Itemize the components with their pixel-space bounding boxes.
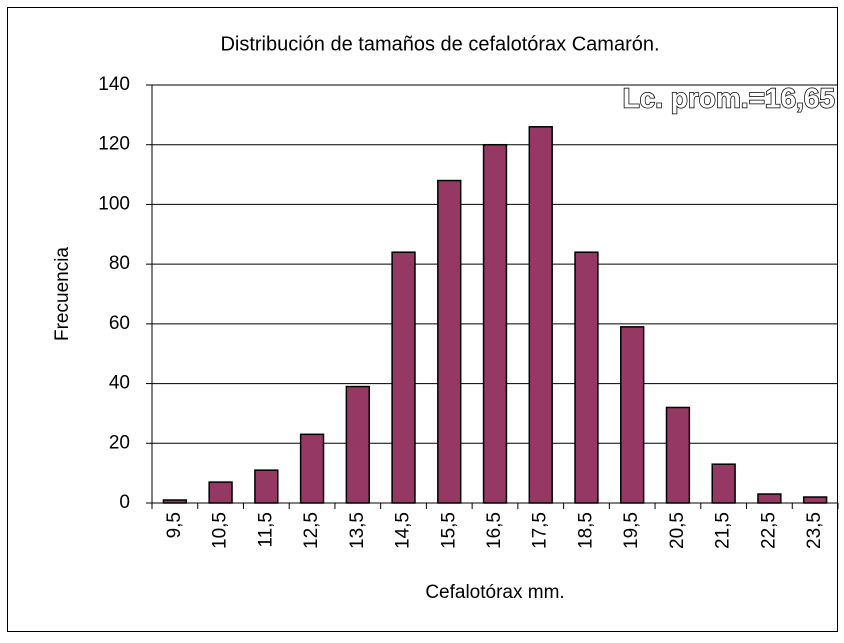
- x-tick-label: 16,5: [484, 512, 505, 549]
- chart-title: Distribución de tamaños de cefalotórax C…: [220, 33, 659, 55]
- x-tick-label: 14,5: [393, 512, 414, 549]
- bar: [528, 126, 553, 504]
- bar: [574, 251, 599, 504]
- x-tick-label: 21,5: [713, 512, 734, 549]
- bar: [299, 433, 325, 504]
- x-tick-label: 12,5: [301, 512, 322, 549]
- x-tick-label: 11,5: [255, 512, 276, 548]
- x-tick-label: 19,5: [621, 512, 642, 549]
- x-tick-label: 9,5: [164, 512, 185, 538]
- x-tick-label: 10,5: [210, 512, 231, 549]
- annotation: Lc. prom.=16,65: [623, 82, 835, 113]
- x-tick-label: 20,5: [667, 512, 688, 549]
- y-tick-label: 120: [98, 134, 130, 155]
- x-tick-label: 18,5: [575, 512, 596, 549]
- x-tick-label: 15,5: [438, 512, 459, 549]
- bar: [802, 496, 828, 504]
- y-tick-label: 20: [109, 432, 130, 453]
- x-axis-label: Cefalotórax mm.: [425, 582, 564, 603]
- y-tick-label: 80: [109, 253, 130, 274]
- bar: [665, 406, 691, 504]
- bar: [482, 143, 508, 504]
- y-tick-label: 100: [98, 193, 130, 214]
- bar: [757, 493, 782, 504]
- chart-border: [7, 7, 838, 632]
- bar: [345, 385, 370, 504]
- bar: [391, 251, 416, 504]
- x-tick-label: 13,5: [347, 512, 368, 549]
- y-axis-label: Frecuencia: [52, 247, 73, 341]
- x-tick-label: 22,5: [758, 512, 779, 549]
- bar: [620, 326, 645, 504]
- bar: [437, 179, 462, 504]
- bar: [208, 481, 233, 504]
- x-tick-label: 17,5: [530, 512, 551, 549]
- y-tick-label: 140: [98, 74, 130, 95]
- bar: [711, 463, 736, 504]
- x-tick-label: 23,5: [804, 512, 825, 549]
- y-tick-label: 40: [109, 373, 130, 394]
- y-tick-label: 60: [109, 313, 130, 334]
- bar: [254, 469, 279, 504]
- y-tick-label: 0: [119, 492, 130, 513]
